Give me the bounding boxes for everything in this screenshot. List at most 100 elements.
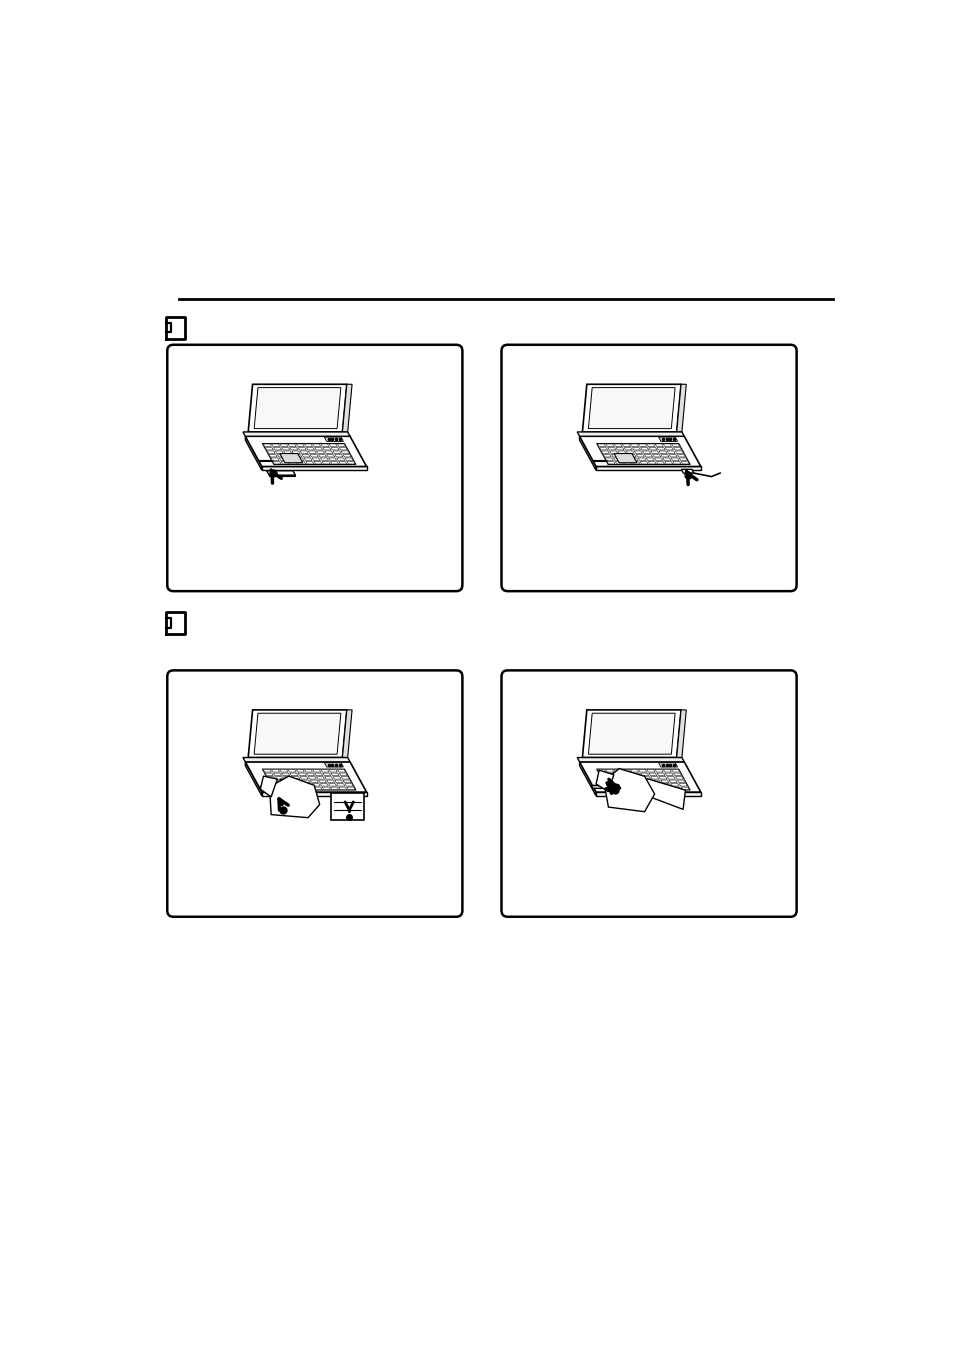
Polygon shape [629, 784, 638, 786]
Polygon shape [300, 777, 308, 780]
Polygon shape [267, 451, 274, 454]
Polygon shape [632, 447, 639, 450]
Polygon shape [342, 384, 352, 432]
Polygon shape [267, 470, 295, 476]
Polygon shape [279, 770, 288, 771]
Polygon shape [326, 780, 335, 782]
Polygon shape [342, 709, 352, 758]
Polygon shape [623, 447, 632, 450]
Polygon shape [650, 451, 658, 454]
Polygon shape [243, 432, 350, 436]
Polygon shape [281, 773, 290, 775]
Polygon shape [577, 758, 683, 762]
Polygon shape [281, 462, 289, 463]
Polygon shape [621, 784, 629, 786]
Polygon shape [600, 451, 609, 454]
Polygon shape [281, 788, 289, 789]
Polygon shape [306, 447, 314, 450]
Polygon shape [666, 451, 675, 454]
Polygon shape [603, 780, 611, 782]
Polygon shape [634, 451, 641, 454]
FancyBboxPatch shape [501, 670, 796, 917]
Polygon shape [642, 451, 650, 454]
Polygon shape [274, 773, 281, 775]
Polygon shape [596, 466, 700, 470]
Polygon shape [618, 777, 625, 780]
Polygon shape [621, 444, 630, 446]
Polygon shape [292, 451, 299, 454]
Polygon shape [279, 780, 302, 789]
Polygon shape [679, 784, 686, 786]
Polygon shape [673, 773, 680, 775]
Polygon shape [330, 788, 338, 789]
Polygon shape [263, 770, 271, 771]
Polygon shape [662, 444, 671, 446]
Polygon shape [313, 444, 320, 446]
FancyBboxPatch shape [501, 345, 796, 592]
Polygon shape [336, 784, 344, 786]
Polygon shape [615, 788, 622, 789]
Polygon shape [302, 454, 310, 457]
Polygon shape [269, 454, 276, 457]
Polygon shape [588, 713, 675, 754]
Polygon shape [605, 770, 613, 771]
Polygon shape [646, 458, 654, 461]
Polygon shape [616, 447, 623, 450]
Polygon shape [300, 451, 308, 454]
Polygon shape [287, 784, 295, 786]
Polygon shape [295, 458, 303, 461]
Polygon shape [245, 762, 261, 796]
Polygon shape [324, 438, 343, 442]
Polygon shape [605, 444, 613, 446]
Polygon shape [670, 458, 679, 461]
Polygon shape [619, 780, 627, 782]
Polygon shape [287, 458, 295, 461]
Polygon shape [654, 458, 662, 461]
Polygon shape [279, 444, 288, 446]
Polygon shape [306, 773, 314, 775]
Polygon shape [607, 773, 615, 775]
Polygon shape [623, 788, 631, 789]
Bar [331, 793, 363, 820]
Polygon shape [632, 773, 639, 775]
Polygon shape [662, 770, 671, 771]
Polygon shape [646, 444, 654, 446]
Polygon shape [655, 770, 662, 771]
Polygon shape [577, 432, 683, 436]
Polygon shape [650, 777, 658, 780]
Polygon shape [630, 444, 638, 446]
Polygon shape [658, 763, 677, 767]
Polygon shape [578, 762, 700, 792]
Polygon shape [636, 780, 643, 782]
Polygon shape [273, 788, 280, 789]
Polygon shape [279, 454, 302, 463]
Polygon shape [655, 444, 662, 446]
Polygon shape [338, 462, 346, 463]
Polygon shape [302, 780, 310, 782]
Polygon shape [598, 773, 607, 775]
Polygon shape [607, 788, 615, 789]
Polygon shape [336, 458, 344, 461]
Polygon shape [639, 788, 647, 789]
Polygon shape [289, 788, 297, 789]
Polygon shape [638, 458, 645, 461]
Polygon shape [304, 784, 312, 786]
Polygon shape [343, 454, 351, 457]
Polygon shape [680, 469, 693, 473]
Polygon shape [668, 454, 677, 457]
Polygon shape [662, 784, 670, 786]
Polygon shape [654, 784, 662, 786]
Polygon shape [285, 780, 294, 782]
Polygon shape [273, 462, 280, 463]
Polygon shape [607, 462, 615, 463]
Polygon shape [324, 451, 333, 454]
Polygon shape [296, 770, 304, 771]
Polygon shape [676, 709, 685, 758]
Polygon shape [662, 458, 670, 461]
Polygon shape [337, 770, 345, 771]
Polygon shape [614, 780, 637, 789]
Polygon shape [245, 436, 261, 470]
Polygon shape [613, 458, 620, 461]
Polygon shape [314, 773, 322, 775]
Polygon shape [596, 443, 690, 465]
